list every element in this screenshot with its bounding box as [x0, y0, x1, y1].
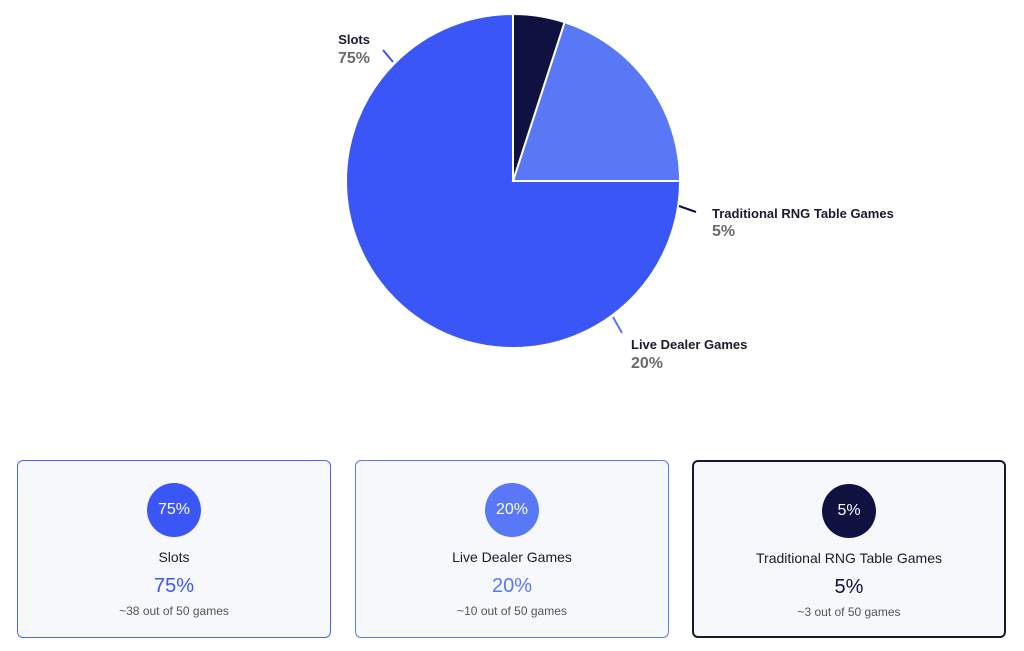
slice-percent-live-dealer-games: 20%	[631, 355, 663, 372]
card-game-count: ~3 out of 50 games	[797, 605, 901, 619]
slice-label-slots: Slots	[338, 32, 370, 47]
card-category-name: Slots	[158, 549, 190, 565]
card-percent: 75%	[153, 575, 195, 597]
slice-percent-traditional-rng-table-games: 5%	[712, 223, 735, 240]
pie-slice-slots[interactable]	[345, 12, 682, 349]
pie-chart: Slots 75% Live Dealer Games 20% Traditional …	[338, 12, 894, 372]
slice-label-traditional-rng-table-games: Traditional RNG Table Games	[712, 206, 894, 221]
leader-line-slots	[382, 49, 394, 63]
card-category-name: Traditional RNG Table Games	[756, 550, 942, 566]
leader-line-live-dealer-games	[612, 316, 623, 334]
card-percent: 5%	[834, 576, 864, 598]
percent-badge: 75%	[147, 483, 201, 537]
card-percent: 20%	[491, 575, 533, 597]
leader-line-traditional-rng-table-games	[678, 205, 697, 213]
summary-card-live-dealer[interactable]: 20% Live Dealer Games 20% ~10 out of 50 …	[355, 460, 669, 638]
pie-slice-traditional-rng-table-games[interactable]	[512, 12, 566, 182]
slice-label-live-dealer-games: Live Dealer Games	[631, 337, 747, 352]
pie-chart-area: Slots 75% Live Dealer Games 20% Traditional …	[338, 12, 894, 372]
pie-slice-live-dealer-games[interactable]	[511, 20, 682, 182]
slice-percent-slots: 75%	[338, 50, 370, 67]
card-category-name: Live Dealer Games	[452, 549, 572, 565]
summary-card-rng-table[interactable]: 5% Traditional RNG Table Games 5% ~3 out…	[692, 460, 1006, 638]
percent-badge: 5%	[822, 484, 876, 538]
percent-badge: 20%	[485, 483, 539, 537]
card-game-count: ~38 out of 50 games	[119, 604, 229, 618]
card-game-count: ~10 out of 50 games	[457, 604, 567, 618]
summary-cards: 75% Slots 75% ~38 out of 50 games 20% Li…	[17, 460, 1009, 640]
summary-card-slots[interactable]: 75% Slots 75% ~38 out of 50 games	[17, 460, 331, 638]
